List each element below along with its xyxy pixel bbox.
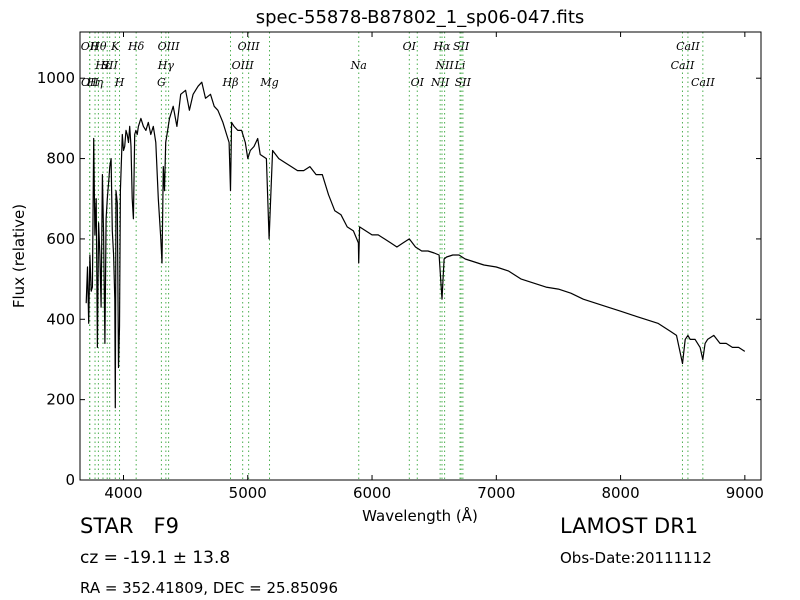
x-axis: 4000 5000 6000 7000 8000 9000 [104, 32, 764, 502]
line-label-20: NII [430, 76, 450, 89]
y-tick-label-4: 800 [46, 150, 75, 168]
x-tick-label-2: 6000 [353, 484, 391, 502]
y-tick-label-2: 400 [46, 310, 75, 328]
object-class: STAR F9 [80, 514, 179, 538]
line-label-25: SII [455, 76, 472, 89]
line-label-3: Hθ [89, 40, 107, 53]
y-tick-label-5: 1000 [37, 69, 75, 87]
redshift-cz: cz = -19.1 ± 13.8 [80, 548, 231, 568]
line-label-26: CaII [671, 59, 695, 72]
line-label-10: G [157, 76, 166, 89]
spectrum-line-0 [85, 81, 746, 409]
line-label-22: NII [434, 59, 454, 72]
line-label-1: OII [81, 76, 99, 89]
line-label-15: OIII [238, 40, 261, 53]
line-label-6: SII [102, 59, 119, 72]
line-label-28: CaII [691, 76, 715, 89]
y-tick-label-3: 600 [46, 230, 75, 248]
obs-date: Obs-Date:20111112 [560, 549, 712, 567]
line-label-7: K [110, 40, 120, 53]
line-label-5: I [104, 59, 110, 72]
chart-title: spec-55878-B87802_1_sp06-047.fits [256, 7, 585, 28]
line-label-8: H [114, 76, 125, 89]
line-label-18: OI [403, 40, 417, 53]
line-label-12: OIII [158, 40, 181, 53]
line-label-21: Hα [432, 40, 451, 53]
x-axis-label: Wavelength (Å) [362, 506, 478, 525]
spectrum-series [85, 81, 746, 409]
line-label-27: CaII [676, 40, 700, 53]
line-label-13: Hβ [222, 76, 239, 89]
x-tick-label-1: 5000 [229, 484, 267, 502]
x-tick-label-4: 8000 [601, 484, 639, 502]
x-tick-label-0: 4000 [104, 484, 142, 502]
line-label-4: Hε [94, 59, 111, 72]
line-label-14: OIII [232, 59, 255, 72]
line-label-11: Hγ [157, 59, 175, 72]
y-axis-label: Flux (relative) [10, 204, 28, 308]
y-tick-label-0: 0 [65, 471, 75, 489]
line-label-24: SII [453, 40, 470, 53]
y-axis: 0 200 400 600 800 1000 [37, 69, 761, 489]
ra-dec: RA = 352.41809, DEC = 25.85096 [80, 579, 339, 597]
x-tick-label-5: 9000 [726, 484, 764, 502]
line-label-16: Mg [259, 76, 278, 89]
line-label-19: OI [411, 76, 425, 89]
spectral-line-markers: OIIOIIHηHθHεISIIKHHδGHγOIIIHβOIIIOIIIMgN… [81, 32, 715, 480]
line-label-23: Li [454, 59, 466, 72]
line-label-2: Hη [86, 76, 104, 89]
line-label-17: Na [350, 59, 367, 72]
line-label-9: Hδ [127, 40, 145, 53]
plot-frame [79, 31, 762, 481]
survey-name: LAMOST DR1 [560, 514, 699, 538]
y-tick-label-1: 200 [46, 391, 75, 409]
x-tick-label-3: 7000 [477, 484, 515, 502]
